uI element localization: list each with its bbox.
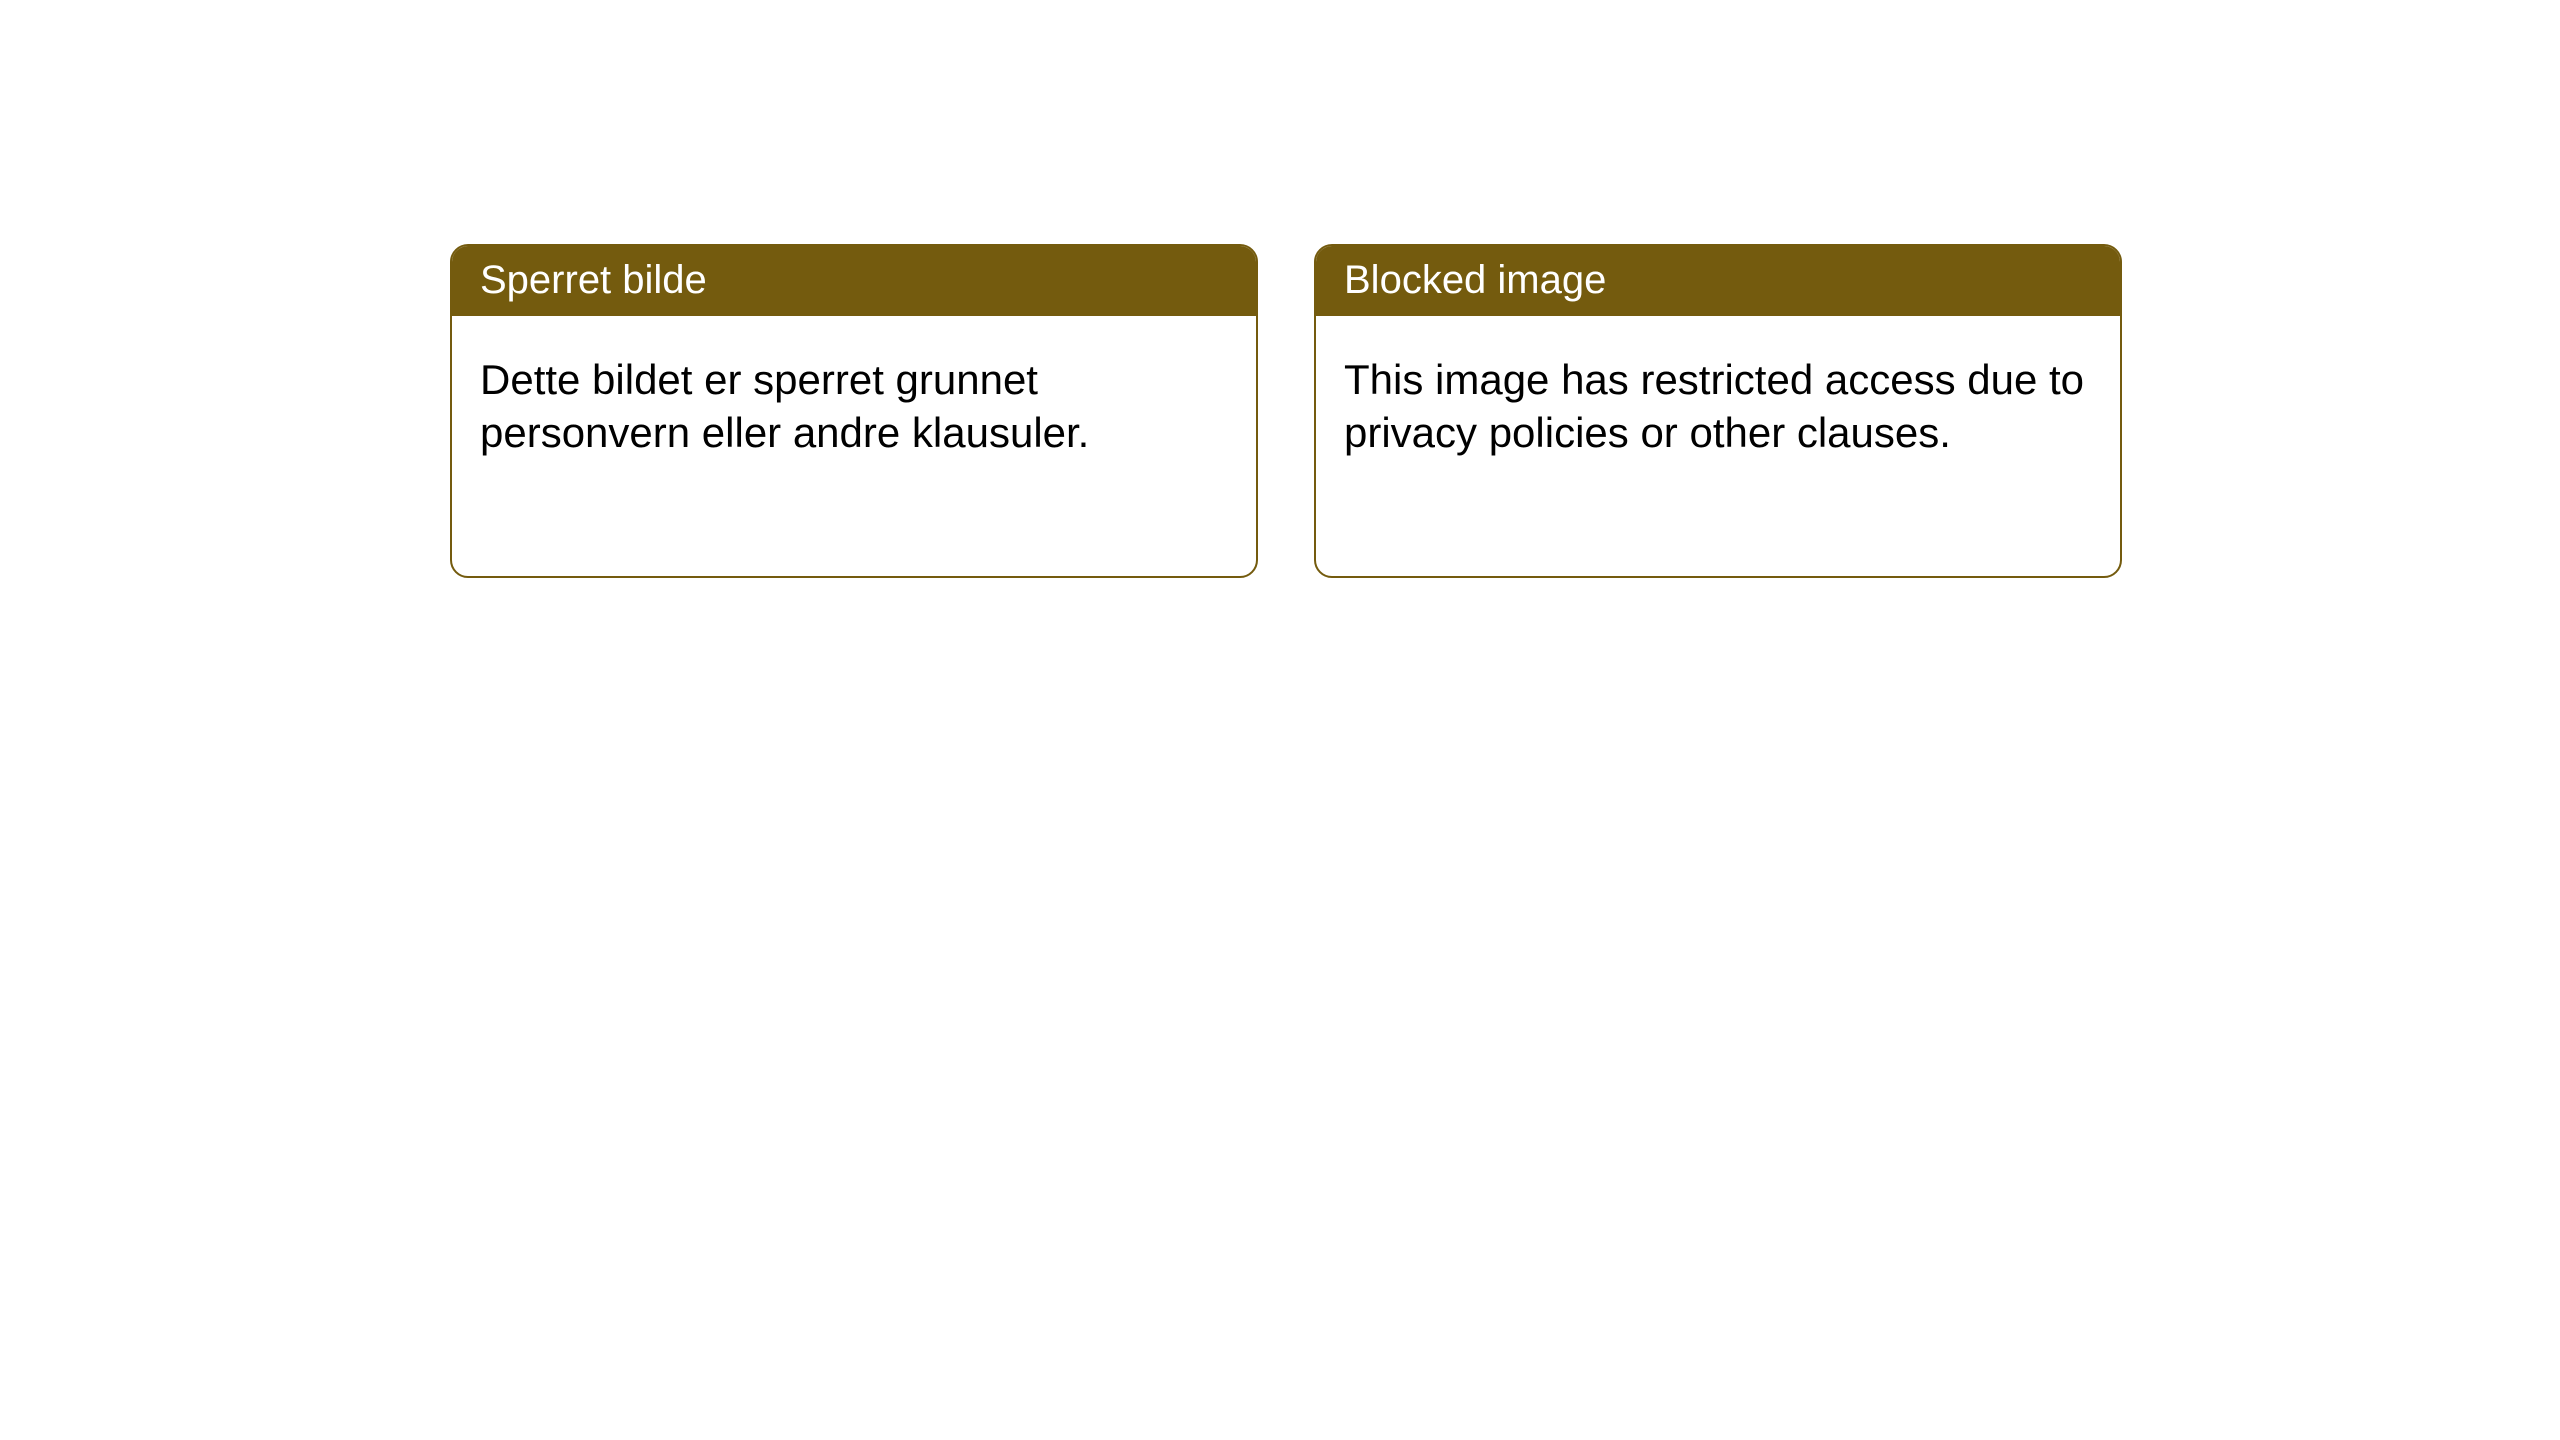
notice-container: Sperret bilde Dette bildet er sperret gr… [0, 0, 2560, 578]
notice-body: Dette bildet er sperret grunnet personve… [452, 316, 1256, 487]
notice-title: Blocked image [1316, 246, 2120, 316]
notice-card-norwegian: Sperret bilde Dette bildet er sperret gr… [450, 244, 1258, 578]
notice-title: Sperret bilde [452, 246, 1256, 316]
notice-card-english: Blocked image This image has restricted … [1314, 244, 2122, 578]
notice-body: This image has restricted access due to … [1316, 316, 2120, 487]
